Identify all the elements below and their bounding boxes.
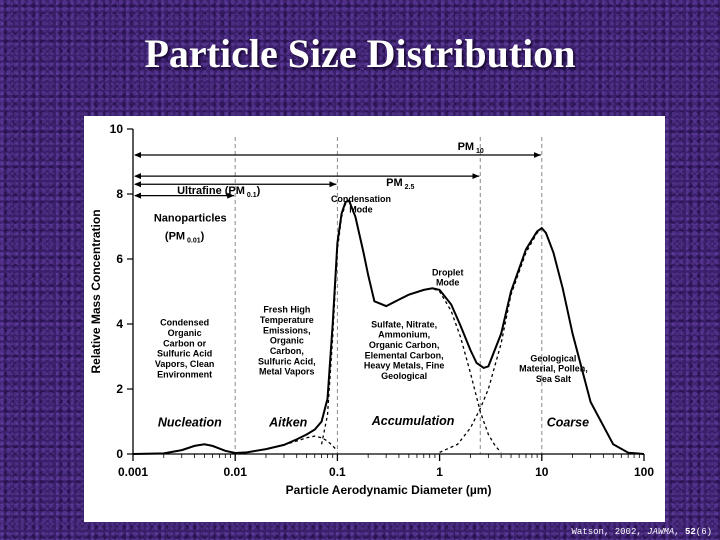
chart-panel: 0 2 4 6 8 10 0.001 0.01 0.1 1 10 100 Particle Aerody… bbox=[84, 116, 665, 522]
range-label: PM 2.5 bbox=[386, 177, 414, 191]
annotation-line: Emissions, bbox=[263, 325, 311, 335]
annotation-line: Mode bbox=[436, 278, 460, 288]
annotation-line: Organic bbox=[270, 336, 304, 346]
annotation-line: Sulfuric Acid, bbox=[258, 356, 316, 366]
particle-size-chart: 0 2 4 6 8 10 0.001 0.01 0.1 1 10 100 Particle Aerody… bbox=[89, 122, 654, 497]
range-label: Nanoparticles bbox=[154, 213, 227, 225]
y-tick-label: 4 bbox=[116, 317, 123, 331]
annotation-line: Droplet bbox=[432, 267, 464, 277]
slide-title: Particle Size Distribution bbox=[144, 31, 576, 76]
y-tick-label: 2 bbox=[116, 382, 123, 396]
annotation-line: Ammonium, bbox=[378, 330, 430, 340]
mode-label: Aitken bbox=[268, 415, 308, 429]
annotation-line: Organic Carbon, bbox=[369, 340, 440, 350]
total-distribution-curve bbox=[132, 199, 645, 455]
annotation-line: Condensation bbox=[331, 194, 391, 204]
annotation-line: Vapors, Clean bbox=[155, 359, 215, 369]
citation-volume: 52 bbox=[684, 527, 696, 537]
annotation-line: Sea Salt bbox=[536, 374, 571, 384]
citation-author: Watson, 2002, bbox=[571, 527, 648, 537]
annotation-line: Material, Pollen, bbox=[519, 364, 588, 374]
x-tick-label: 0.1 bbox=[329, 465, 346, 479]
x-tick-label: 0.001 bbox=[118, 465, 148, 479]
annotation-line: Condensed bbox=[160, 318, 209, 328]
annotation-line: Heavy Metals, Fine bbox=[364, 361, 445, 371]
x-tick-label: 1 bbox=[436, 465, 443, 479]
annotation-line: Metal Vapors bbox=[259, 367, 315, 377]
annotation-line: Sulfuric Acid bbox=[157, 349, 212, 359]
y-tick-label: 8 bbox=[116, 187, 123, 201]
x-tick-label: 100 bbox=[634, 465, 654, 479]
x-tick-label: 0.01 bbox=[224, 465, 248, 479]
citation-issue: (6) bbox=[695, 527, 712, 537]
mode-label: Coarse bbox=[547, 415, 589, 429]
annotation-line: Sulfate, Nitrate, bbox=[371, 319, 437, 329]
range-label: Ultrafine (PM 0.1) bbox=[177, 185, 261, 199]
annotation-line: Organic bbox=[168, 328, 202, 338]
annotation-line: Geological bbox=[530, 353, 576, 363]
citation-sep: , bbox=[674, 527, 685, 537]
annotation-line: Fresh High bbox=[263, 305, 310, 315]
x-axis-title: Particle Aerodynamic Diameter (µm) bbox=[286, 483, 492, 497]
mode-label: Accumulation bbox=[371, 414, 455, 428]
mode-curve bbox=[265, 435, 338, 452]
annotation-line: (PM 0.01) bbox=[165, 231, 205, 245]
annotation-line: Elemental Carbon, bbox=[365, 350, 444, 360]
citation: Watson, 2002, JAWMA, 52(6) bbox=[572, 527, 712, 537]
annotation-line: Geological bbox=[381, 371, 427, 381]
y-axis-title: Relative Mass Concentration bbox=[89, 209, 103, 373]
annotation-line: Mode bbox=[349, 204, 373, 214]
annotation-line: Carbon or bbox=[163, 338, 206, 348]
annotation-line: Temperature bbox=[260, 315, 314, 325]
x-tick-label: 10 bbox=[535, 465, 549, 479]
annotation-line: Carbon, bbox=[270, 346, 304, 356]
mode-label: Nucleation bbox=[158, 415, 222, 429]
y-tick-label: 0 bbox=[116, 447, 123, 461]
citation-journal: JAWMA bbox=[647, 527, 675, 537]
y-tick-label: 10 bbox=[110, 122, 124, 136]
annotation-line: Environment bbox=[157, 369, 212, 379]
range-label: PM 10 bbox=[458, 141, 484, 155]
y-tick-label: 6 bbox=[116, 252, 123, 266]
